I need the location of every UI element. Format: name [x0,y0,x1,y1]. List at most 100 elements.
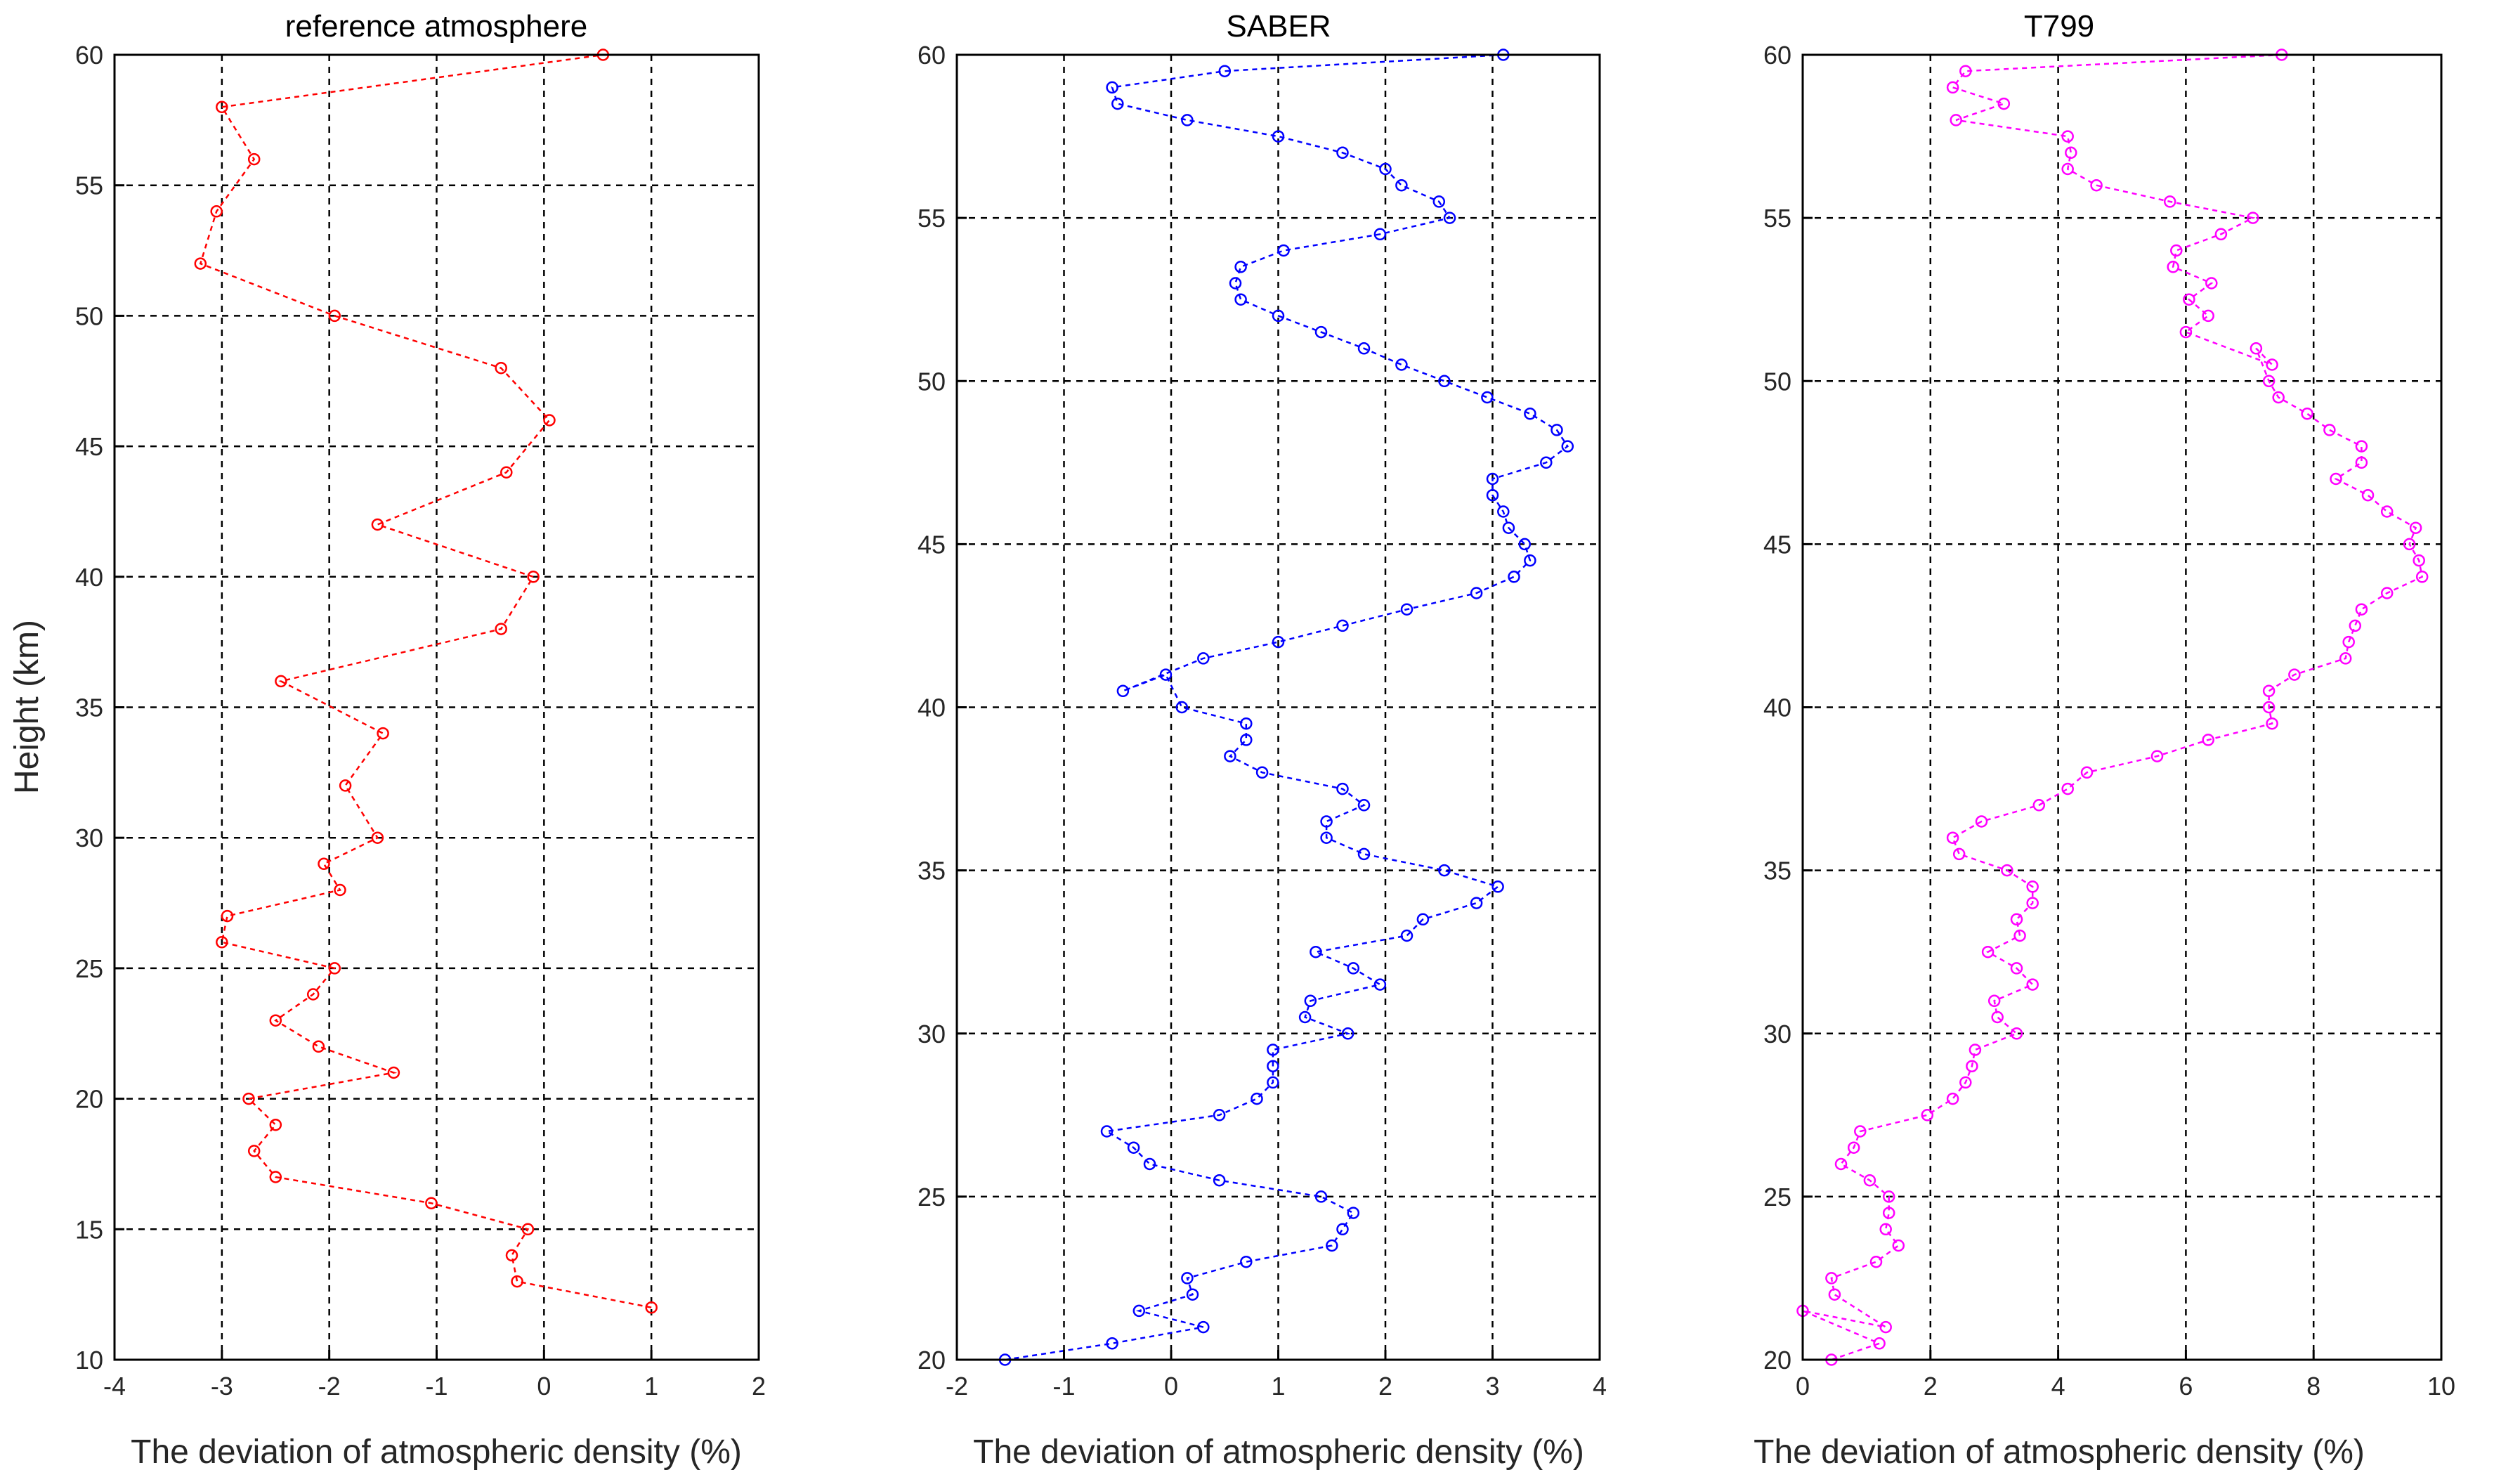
data-point [306,988,320,1001]
data-point [1997,97,2011,110]
data-point [2183,293,2195,306]
data-point [1470,587,1483,599]
data-point [1272,635,1285,649]
data-point [1395,358,1408,371]
data-point [2167,261,2179,273]
data-point [1950,114,1962,126]
data-point [1987,994,2001,1008]
data-point [1267,1060,1279,1072]
data-point [2061,162,2074,176]
chart-panel-t799: T799 0 2 4 6 8 10 20 25 30 35 40 45 50 55 60 The devi… [1754,9,2455,1471]
data-point [1320,831,1333,844]
data-point [2403,538,2416,551]
data-point [1892,1239,1905,1252]
panel-title: reference atmosphere [285,9,587,44]
x-tick-label: 0 [537,1372,551,1400]
data-point [1267,1044,1279,1056]
data-point [1491,880,1504,893]
x-tick-label: 4 [2051,1372,2065,1400]
y-tick-label: 30 [1763,1020,1791,1048]
data-point [2179,325,2193,339]
data-point [500,466,513,479]
data-point [269,1118,282,1131]
data-point [2205,277,2218,290]
data-point [2355,440,2368,453]
data-point [269,1014,282,1027]
data-point [1314,325,1328,339]
y-tick-label: 50 [918,367,946,396]
y-tick-label: 20 [75,1085,103,1114]
y-ticks: 10 15 20 25 30 35 40 45 50 55 60 [75,41,124,1374]
data-point [1357,847,1371,861]
data-point [2170,244,2183,257]
data-point [1921,1109,1934,1122]
data-point [2032,799,2046,812]
data-point [2010,1027,2023,1040]
x-tick-label: 3 [1485,1372,1499,1400]
data-point [371,518,384,531]
y-tick-label: 20 [1763,1346,1791,1374]
y-tick-label: 15 [75,1215,103,1244]
y-axis-title: Height (km) [8,620,46,794]
data-point [1197,1320,1210,1334]
data-point [2026,978,2039,991]
data-point [1946,81,1959,94]
data-point [2061,130,2074,143]
data-point [1272,309,1285,323]
panel-title: SABER [1226,9,1331,44]
data-point [387,1066,400,1079]
data-point [2013,929,2026,942]
data-point [1341,1027,1354,1040]
y-tick-label: 55 [1763,204,1791,233]
data-point [1310,945,1322,958]
data-point [1991,1010,2004,1024]
data-point [1357,342,1371,355]
x-ticks: -4 -3 -2 -1 0 1 2 [103,1350,766,1400]
data-point [511,1275,523,1288]
y-tick-label: 20 [918,1346,946,1374]
data-point [1336,782,1349,795]
data-point [1251,1092,1263,1105]
y-tick-label: 50 [75,301,103,330]
data-point [1240,1255,1253,1268]
data-point [1550,424,1563,436]
data-point [1181,114,1194,126]
data-point [247,152,261,166]
data-point [1373,978,1387,991]
data-point [1854,1125,1867,1138]
data-point [2090,178,2103,192]
y-tick-label: 40 [918,694,946,722]
data-point [318,857,330,871]
x-tick-label: -4 [103,1372,126,1400]
data-point [2262,375,2276,388]
panel-title: T799 [2024,9,2094,44]
x-tick-label: 1 [1271,1372,1285,1400]
data-point [1213,1109,1226,1122]
data-point [2250,342,2263,355]
data-point [2339,652,2352,665]
data-point [1981,945,1995,958]
data-point [371,831,384,844]
data-point [1116,684,1130,698]
data-point [2361,488,2375,502]
data-point [1267,1076,1279,1089]
y-tick-label: 40 [1763,694,1791,722]
x-tick-label: 8 [2306,1372,2320,1400]
y-ticks: 20 25 30 35 40 45 50 55 60 [918,41,967,1374]
data-point [1255,766,1269,779]
data-point [2202,309,2214,323]
y-tick-label: 10 [75,1346,103,1374]
series-path [1802,53,2424,1361]
x-ticks: -2 -1 0 1 2 3 4 [946,1350,1607,1400]
data-point [2202,734,2214,746]
data-point [1946,831,1959,844]
data-point [312,1040,325,1053]
data-point [2355,603,2368,616]
data-point [2065,146,2077,160]
grid [115,55,759,1360]
x-tick-label: 2 [1378,1372,1392,1400]
data-point [2010,913,2023,926]
data-point [1508,571,1520,583]
chart-panel-saber: SABER -2 -1 0 1 2 3 4 20 25 30 35 40 45 50 55 60 The d… [918,9,1607,1471]
